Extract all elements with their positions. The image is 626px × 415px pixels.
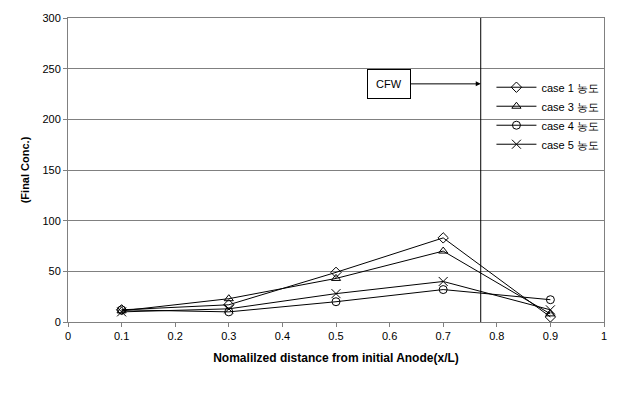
svg-text:case 4 농도: case 4 농도 [541,120,598,132]
svg-text:case 3 농도: case 3 농도 [541,101,598,113]
svg-text:50: 50 [49,265,61,277]
svg-text:0: 0 [65,330,71,342]
svg-text:0.4: 0.4 [275,330,290,342]
svg-text:0.6: 0.6 [382,330,397,342]
svg-text:0.2: 0.2 [168,330,183,342]
svg-text:200: 200 [42,113,60,125]
svg-text:(Final Conc.): (Final Conc.) [19,136,31,203]
svg-text:Nomalilzed distance from initi: Nomalilzed distance from initial Anode(x… [213,351,459,365]
svg-text:0: 0 [55,316,61,328]
svg-text:300: 300 [42,12,60,24]
svg-text:case 5 농도: case 5 농도 [541,139,598,151]
svg-text:100: 100 [42,215,60,227]
svg-text:1: 1 [601,330,607,342]
svg-text:case 1 농도: case 1 농도 [541,82,598,94]
svg-text:0.3: 0.3 [221,330,236,342]
svg-text:0.1: 0.1 [114,330,129,342]
svg-text:0.8: 0.8 [489,330,504,342]
svg-text:0.5: 0.5 [328,330,343,342]
svg-text:250: 250 [42,63,60,75]
svg-text:0.7: 0.7 [436,330,451,342]
svg-text:150: 150 [42,164,60,176]
svg-text:0.9: 0.9 [543,330,558,342]
svg-text:CFW: CFW [376,78,402,90]
